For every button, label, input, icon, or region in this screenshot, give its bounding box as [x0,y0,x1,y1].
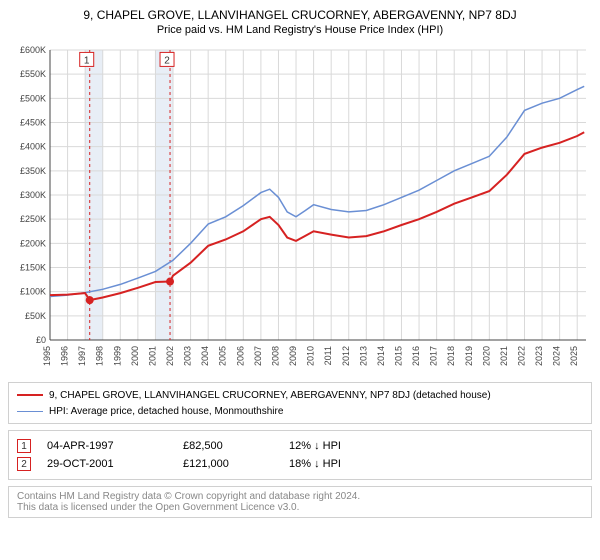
svg-text:1997: 1997 [77,346,87,366]
svg-text:2016: 2016 [411,346,421,366]
svg-text:£200K: £200K [20,238,46,248]
svg-text:1996: 1996 [60,346,70,366]
svg-text:£350K: £350K [20,166,46,176]
svg-text:2019: 2019 [464,346,474,366]
svg-text:2021: 2021 [499,346,509,366]
license-line-1: Contains HM Land Registry data © Crown c… [17,491,583,502]
svg-text:2014: 2014 [376,346,386,366]
svg-text:2012: 2012 [341,346,351,366]
svg-text:£450K: £450K [20,118,46,128]
svg-text:2018: 2018 [446,346,456,366]
legend-item: HPI: Average price, detached house, Monm… [17,403,583,419]
svg-text:2015: 2015 [393,346,403,366]
svg-text:2010: 2010 [306,346,316,366]
svg-text:£50K: £50K [25,311,46,321]
svg-text:£0: £0 [36,335,46,345]
svg-text:1999: 1999 [112,346,122,366]
svg-text:£150K: £150K [20,263,46,273]
svg-text:2022: 2022 [516,346,526,366]
legend-label: 9, CHAPEL GROVE, LLANVIHANGEL CRUCORNEY,… [49,390,491,401]
sale-date: 29-OCT-2001 [47,458,167,470]
svg-text:£250K: £250K [20,214,46,224]
svg-text:£500K: £500K [20,93,46,103]
svg-text:£400K: £400K [20,142,46,152]
chart-container: 9, CHAPEL GROVE, LLANVIHANGEL CRUCORNEY,… [0,0,600,560]
svg-text:2013: 2013 [358,346,368,366]
sale-row: 2 29-OCT-2001 £121,000 18% ↓ HPI [17,455,583,473]
svg-text:1: 1 [84,55,90,66]
svg-text:2020: 2020 [481,346,491,366]
sales-box: 1 04-APR-1997 £82,500 12% ↓ HPI 2 29-OCT-2001… [8,430,592,480]
svg-text:£300K: £300K [20,190,46,200]
sale-date: 04-APR-1997 [47,440,167,452]
legend-label: HPI: Average price, detached house, Monm… [49,406,283,417]
svg-text:2: 2 [164,55,170,66]
svg-text:2023: 2023 [534,346,544,366]
svg-text:2009: 2009 [288,346,298,366]
sale-hpi-delta: 18% ↓ HPI [289,458,379,470]
svg-text:£100K: £100K [20,287,46,297]
svg-text:2004: 2004 [200,346,210,366]
svg-text:£550K: £550K [20,69,46,79]
svg-text:2008: 2008 [270,346,280,366]
svg-text:2005: 2005 [218,346,228,366]
plot-area: £0 £50K £100K £150K £200K £250K £300K £350K £400… [8,44,592,374]
legend-swatch [17,411,43,412]
svg-text:2017: 2017 [429,346,439,366]
license-line-2: This data is licensed under the Open Gov… [17,502,583,513]
svg-text:1995: 1995 [42,346,52,366]
svg-text:2011: 2011 [323,346,333,365]
sale-marker: 1 [17,439,31,453]
svg-text:2006: 2006 [235,346,245,366]
legend-swatch [17,394,43,396]
svg-text:2002: 2002 [165,346,175,366]
chart-title: 9, CHAPEL GROVE, LLANVIHANGEL CRUCORNEY,… [8,8,592,22]
sale-marker: 2 [17,457,31,471]
sale-price: £82,500 [183,440,273,452]
svg-text:2025: 2025 [569,346,579,366]
svg-text:2000: 2000 [130,346,140,366]
sale-row: 1 04-APR-1997 £82,500 12% ↓ HPI [17,437,583,455]
svg-text:1998: 1998 [95,346,105,366]
license-box: Contains HM Land Registry data © Crown c… [8,486,592,518]
svg-text:2007: 2007 [253,346,263,366]
sale-price: £121,000 [183,458,273,470]
svg-text:£600K: £600K [20,45,46,55]
svg-text:2024: 2024 [552,346,562,366]
legend-item: 9, CHAPEL GROVE, LLANVIHANGEL CRUCORNEY,… [17,387,583,403]
svg-text:2001: 2001 [147,346,157,366]
chart-svg: £0 £50K £100K £150K £200K £250K £300K £350K £400… [8,44,592,374]
legend-box: 9, CHAPEL GROVE, LLANVIHANGEL CRUCORNEY,… [8,382,592,424]
sale-hpi-delta: 12% ↓ HPI [289,440,379,452]
chart-subtitle: Price paid vs. HM Land Registry's House … [8,24,592,36]
svg-text:2003: 2003 [183,346,193,366]
